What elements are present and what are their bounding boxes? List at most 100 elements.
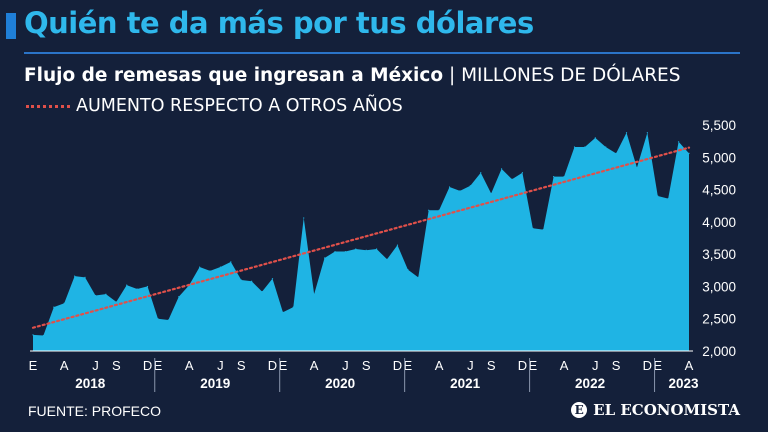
data-point <box>63 302 65 304</box>
data-point <box>313 293 315 295</box>
x-month-label: A <box>60 358 69 373</box>
data-point <box>553 176 555 178</box>
data-point <box>292 306 294 308</box>
data-point <box>428 209 430 211</box>
x-month-label: J <box>342 358 349 373</box>
data-point <box>563 176 565 178</box>
data-point <box>532 227 534 229</box>
x-month-label: D <box>268 358 277 373</box>
data-point <box>625 132 628 134</box>
chart-title: Flujo de remesas que ingresan a México <box>24 65 444 86</box>
data-point <box>355 248 357 250</box>
brand-name: EL ECONOMISTA <box>593 401 740 419</box>
data-point <box>261 290 263 293</box>
data-points <box>32 132 690 337</box>
x-year-label: 2022 <box>575 376 605 391</box>
trend-line-swatch <box>26 104 70 108</box>
x-month-label: S <box>362 358 371 373</box>
data-point <box>84 276 86 278</box>
data-point <box>438 209 440 211</box>
brand-logo: E EL ECONOMISTA <box>571 401 740 419</box>
headline: Quién te da más por tus dólares <box>24 6 534 40</box>
data-point <box>407 269 409 271</box>
x-month-label: D <box>643 358 652 373</box>
trend-line <box>31 146 691 329</box>
y-tick-label: 5,000 <box>702 150 736 165</box>
data-point <box>396 244 399 246</box>
data-point <box>448 186 451 188</box>
data-point <box>636 167 638 169</box>
chart-unit: MILLONES DE DÓLARES <box>461 65 681 86</box>
source-note: FUENTE: PROFECO <box>28 403 162 419</box>
data-point <box>74 275 76 277</box>
data-point <box>282 311 284 313</box>
data-point <box>646 132 648 134</box>
x-month-label: A <box>560 358 569 373</box>
chart-subtitle: Flujo de remesas que ingresan a México |… <box>24 65 680 86</box>
x-month-label: S <box>237 358 246 373</box>
data-point <box>240 279 242 281</box>
data-point <box>94 294 97 297</box>
data-point <box>323 257 326 259</box>
x-month-label: A <box>310 358 319 373</box>
y-tick-label: 4,500 <box>702 183 736 198</box>
data-point <box>376 248 378 250</box>
x-month-label: E <box>404 358 413 373</box>
data-point <box>271 278 274 280</box>
x-year-label: 2021 <box>450 376 481 391</box>
data-point <box>230 261 232 263</box>
data-point <box>490 192 492 195</box>
remittance-area <box>33 132 689 351</box>
data-point <box>199 266 201 268</box>
x-month-label: E <box>154 358 163 373</box>
x-month-label: E <box>279 358 288 373</box>
x-month-label: D <box>393 358 402 373</box>
data-point <box>251 280 253 282</box>
data-point <box>386 258 388 260</box>
headline-rule <box>24 52 740 54</box>
x-year-label: 2018 <box>75 376 106 391</box>
headline-accent-bar <box>6 13 16 39</box>
x-month-label: J <box>217 358 224 373</box>
data-point <box>573 146 576 148</box>
data-point <box>688 152 690 155</box>
data-point <box>344 250 346 253</box>
data-point <box>584 146 586 148</box>
y-tick-label: 2,500 <box>702 312 736 327</box>
x-month-label: S <box>487 358 496 373</box>
data-point <box>115 301 117 303</box>
data-point <box>105 293 107 295</box>
y-tick-label: 2,000 <box>702 344 736 359</box>
legend-trend-label: AUMENTO RESPECTO A OTROS AÑOS <box>76 96 403 116</box>
data-point <box>667 198 669 200</box>
economista-logo-icon: E <box>571 402 588 418</box>
data-point <box>417 276 419 278</box>
data-point <box>178 296 180 298</box>
x-month-label: E <box>29 358 38 373</box>
y-tick-label: 3,000 <box>702 279 736 294</box>
data-point <box>521 172 524 174</box>
data-point <box>219 266 222 268</box>
data-point <box>157 318 159 320</box>
data-point <box>657 195 659 197</box>
data-point <box>42 334 45 337</box>
data-point <box>459 190 461 192</box>
y-tick-label: 3,500 <box>702 247 736 262</box>
y-tick-label: 4,000 <box>702 215 736 230</box>
x-month-label: A <box>435 358 444 373</box>
subtitle-separator: | <box>448 65 456 86</box>
data-point <box>542 229 544 231</box>
data-point <box>303 217 305 219</box>
data-point <box>126 284 128 286</box>
x-month-label: A <box>685 358 694 373</box>
data-point <box>146 285 149 288</box>
x-year-label: 2023 <box>669 376 700 391</box>
data-point <box>469 185 471 187</box>
x-month-label: E <box>653 358 662 373</box>
data-point <box>605 146 607 148</box>
data-point <box>53 306 55 308</box>
data-point <box>167 319 169 321</box>
x-month-label: S <box>112 358 121 373</box>
x-month-label: D <box>143 358 152 373</box>
